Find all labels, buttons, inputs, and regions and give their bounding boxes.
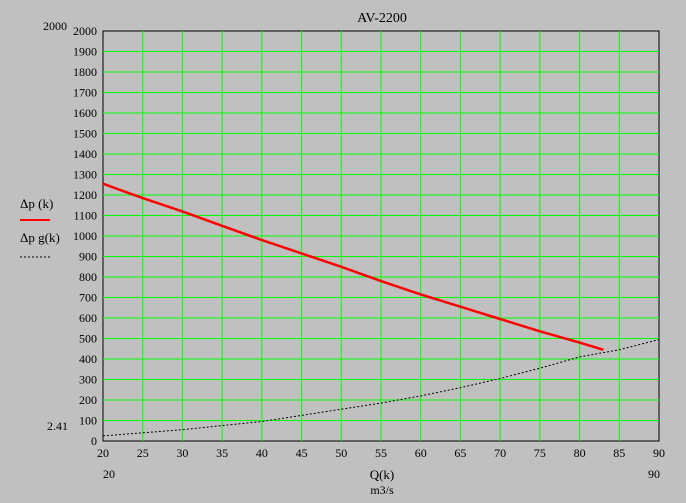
y-bottom-label: 2.41 [47,419,68,433]
grid-lines [103,31,659,441]
x-tick-label: 85 [613,446,625,460]
x-tick-label: 65 [454,446,466,460]
y-tick-label: 1700 [73,86,97,100]
x-tick-label: 55 [375,446,387,460]
y-tick-label: 1300 [73,168,97,182]
y-tick-label: 1100 [73,209,97,223]
y-tick-label: 1600 [73,106,97,120]
x-tick-label: 70 [494,446,506,460]
x-tick-label: 45 [296,446,308,460]
y-tick-label: 2000 [73,24,97,38]
y-tick-label: 100 [79,414,97,428]
x-axis-label: Q(k) [370,467,395,482]
y-tick-label: 0 [91,434,97,448]
y-tick-label: 700 [79,291,97,305]
y-tick-label: 500 [79,332,97,346]
series-line-dp [102,182,604,351]
x-tick-label: 25 [137,446,149,460]
y-tick-label: 1900 [73,45,97,59]
x-tick-label: 40 [256,446,268,460]
y-tick-label: 1400 [73,147,97,161]
series-layer [102,182,660,437]
x-min-label: 20 [103,467,115,481]
y-tick-label: 600 [79,311,97,325]
y-tick-label: 1000 [73,229,97,243]
y-tick-label: 900 [79,250,97,264]
y-tick-label: 300 [79,373,97,387]
y-tick-label: 800 [79,270,97,284]
x-axis-unit: m3/s [370,483,394,497]
chart-title: AV-2200 [357,11,407,26]
x-tick-label: 35 [216,446,228,460]
y-tick-label: 1800 [73,65,97,79]
x-tick-label: 60 [415,446,427,460]
y-tick-label: 400 [79,352,97,366]
series-line-dpg [102,339,660,437]
y-tick-label: 200 [79,393,97,407]
y-tick-label: 1500 [73,127,97,141]
x-tick-label: 90 [653,446,665,460]
x-tick-label: 20 [97,446,109,460]
legend: Δp (k) Δp g(k) [20,196,60,258]
legend-label-dp: Δp (k) [20,196,53,211]
legend-label-dpg: Δp g(k) [20,230,60,245]
x-max-label: 90 [648,467,660,481]
x-tick-label: 50 [335,446,347,460]
y-tick-labels: 0 100 200 300 400 500 600 700 800 900 1000 1100 1200… [73,24,97,448]
y-top-label: 2000 [43,19,67,33]
x-tick-label: 80 [574,446,586,460]
x-tick-labels: 20 25 30 35 40 45 50 55 60 65 70 75 80 85 90 [97,446,665,460]
x-tick-label: 75 [534,446,546,460]
y-tick-label: 1200 [73,188,97,202]
x-tick-label: 30 [176,446,188,460]
